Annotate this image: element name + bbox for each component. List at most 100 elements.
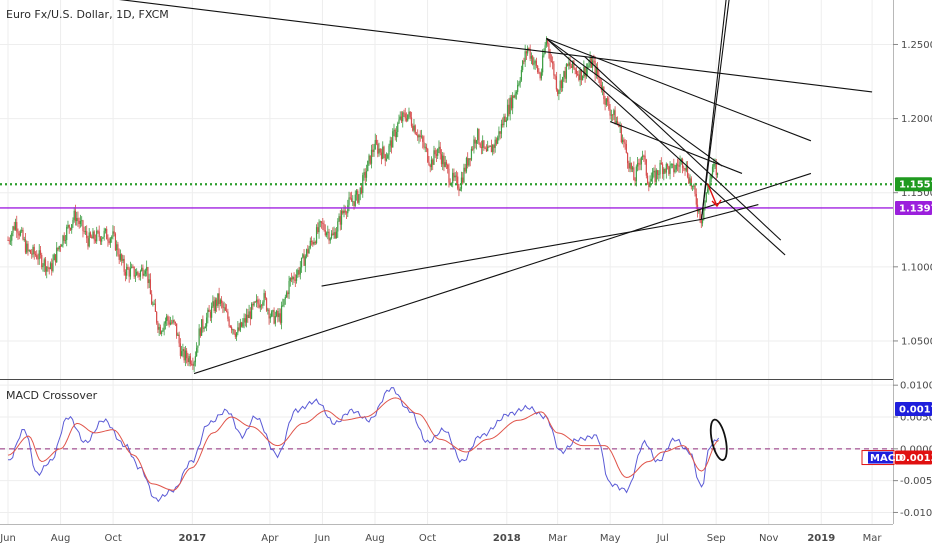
price-plot-area bbox=[0, 0, 893, 375]
candle bbox=[146, 260, 148, 277]
candle bbox=[226, 304, 228, 313]
axes-layer: Jun Aug Oct 2017 Apr Jun Aug Oct 2018 Mar May Jul Se… bbox=[0, 40, 932, 544]
candle bbox=[701, 219, 704, 227]
candle bbox=[201, 319, 203, 336]
candle bbox=[424, 143, 426, 153]
candle bbox=[247, 308, 249, 323]
candle bbox=[202, 315, 204, 333]
candle bbox=[68, 224, 70, 234]
candle bbox=[573, 59, 575, 70]
candle bbox=[310, 236, 313, 246]
candle bbox=[624, 139, 626, 150]
candle bbox=[664, 168, 666, 174]
price-tick-label: 1.20000 bbox=[901, 114, 932, 125]
candle bbox=[53, 253, 55, 261]
x-tick-label: Oct bbox=[419, 533, 436, 544]
candle bbox=[567, 63, 569, 67]
candle bbox=[420, 129, 423, 139]
candle bbox=[223, 301, 225, 313]
candle bbox=[484, 146, 486, 150]
candle bbox=[533, 57, 535, 70]
candle bbox=[560, 79, 562, 93]
trendline[interactable] bbox=[546, 38, 786, 256]
candle bbox=[214, 297, 216, 314]
trendline[interactable] bbox=[700, 0, 742, 220]
candle bbox=[324, 224, 326, 237]
candle bbox=[444, 156, 446, 168]
trendline[interactable] bbox=[193, 172, 812, 375]
candle bbox=[625, 140, 627, 154]
candle bbox=[578, 70, 580, 82]
candle bbox=[497, 135, 499, 145]
candle bbox=[141, 264, 143, 272]
candle bbox=[128, 266, 130, 283]
candle bbox=[309, 237, 311, 250]
candle bbox=[240, 321, 243, 328]
candle bbox=[530, 52, 533, 65]
trendline[interactable] bbox=[701, 204, 759, 220]
candle bbox=[412, 123, 414, 132]
candle bbox=[231, 325, 233, 334]
candle bbox=[42, 263, 44, 272]
candle bbox=[678, 159, 680, 173]
candle bbox=[609, 104, 611, 120]
trendline[interactable] bbox=[583, 55, 782, 241]
candle bbox=[173, 319, 175, 325]
candle bbox=[379, 148, 381, 156]
candle bbox=[61, 243, 63, 247]
candle bbox=[477, 127, 479, 145]
candle bbox=[358, 194, 360, 206]
candle bbox=[154, 298, 157, 312]
candle bbox=[383, 145, 385, 159]
price-chart-title: Euro Fx/U.S. Dollar, 1D, FXCM bbox=[6, 8, 169, 21]
candle bbox=[264, 290, 266, 301]
candle bbox=[119, 249, 122, 262]
candle bbox=[333, 226, 335, 240]
candle bbox=[343, 204, 345, 218]
candle bbox=[646, 172, 649, 185]
trendline[interactable] bbox=[609, 121, 743, 174]
candle bbox=[350, 191, 353, 202]
candle bbox=[313, 237, 315, 246]
candle bbox=[367, 160, 369, 172]
trendline[interactable] bbox=[700, 0, 737, 220]
candle bbox=[62, 234, 64, 248]
candle bbox=[171, 319, 173, 325]
candle bbox=[459, 186, 461, 192]
candle bbox=[22, 227, 24, 241]
candle bbox=[542, 49, 544, 76]
trendline[interactable] bbox=[87, 0, 873, 93]
candle bbox=[33, 243, 35, 260]
trendline[interactable] bbox=[321, 218, 702, 287]
candle bbox=[285, 290, 288, 298]
candle bbox=[218, 287, 220, 311]
candle bbox=[666, 163, 669, 170]
candle bbox=[322, 217, 324, 231]
candle bbox=[465, 156, 468, 174]
trendline[interactable] bbox=[546, 38, 723, 167]
candle bbox=[385, 152, 388, 162]
candle bbox=[168, 316, 170, 328]
candle bbox=[399, 111, 401, 121]
trendline[interactable] bbox=[546, 38, 812, 142]
candle bbox=[458, 183, 460, 197]
candle bbox=[483, 140, 485, 151]
candle bbox=[339, 210, 341, 231]
x-tick-label: 2019 bbox=[807, 533, 835, 544]
candle bbox=[658, 170, 660, 182]
candle bbox=[437, 148, 439, 159]
candle bbox=[447, 163, 449, 174]
candle bbox=[54, 254, 57, 266]
candle bbox=[245, 308, 248, 328]
candle bbox=[124, 269, 127, 282]
candle bbox=[96, 226, 98, 244]
candle bbox=[522, 59, 524, 73]
candle bbox=[414, 124, 416, 135]
candle bbox=[307, 245, 309, 258]
x-tick-label: Oct bbox=[104, 533, 121, 544]
candle bbox=[194, 351, 196, 367]
candle bbox=[443, 152, 445, 172]
candle bbox=[559, 73, 561, 94]
candle bbox=[181, 346, 183, 357]
